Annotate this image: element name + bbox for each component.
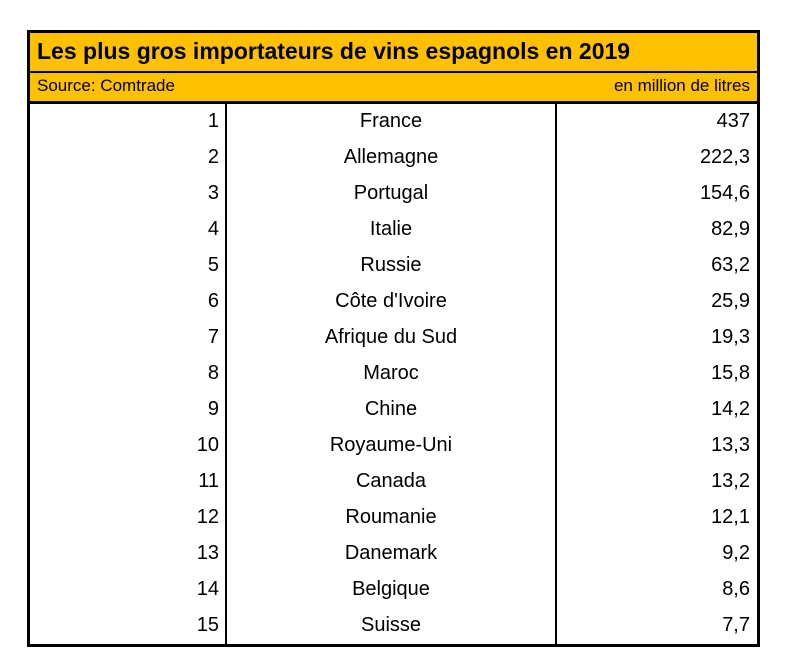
value-cell: 12,1 xyxy=(711,506,750,529)
table-row: 13 Danemark 9,2 xyxy=(30,535,757,572)
table-row: 1 France 437 xyxy=(30,103,757,140)
table-row: 3 Portugal 154,6 xyxy=(30,175,757,212)
rank-cell: 11 xyxy=(30,463,227,500)
rank-cell: 14 xyxy=(30,571,227,608)
rank-cell: 2 xyxy=(30,139,227,176)
value-cell: 25,9 xyxy=(711,290,750,313)
table-row: 9 Chine 14,2 xyxy=(30,391,757,428)
value-cell: 222,3 xyxy=(699,146,750,169)
table-row: 15 Suisse 7,7 xyxy=(30,607,757,644)
value-cell: 63,2 xyxy=(711,254,750,277)
table-row: 12 Roumanie 12,1 xyxy=(30,499,757,536)
value-cell: 19,3 xyxy=(711,326,750,349)
value-cell: 14,2 xyxy=(711,398,750,421)
rank-cell: 12 xyxy=(30,499,227,536)
table-row: 10 Royaume-Uni 13,3 xyxy=(30,427,757,464)
rank-cell: 4 xyxy=(30,211,227,248)
rank-cell: 3 xyxy=(30,175,227,212)
rank-cell: 13 xyxy=(30,535,227,572)
table-row: 14 Belgique 8,6 xyxy=(30,571,757,608)
table-title: Les plus gros importateurs de vins espag… xyxy=(30,33,757,74)
value-cell: 13,3 xyxy=(711,434,750,457)
table-row: 4 Italie 82,9 xyxy=(30,211,757,248)
value-cell: 15,8 xyxy=(711,362,750,385)
unit-label: en million de litres xyxy=(613,76,750,96)
table-subheader: Source: Comtrade en million de litres xyxy=(30,73,757,104)
rank-cell: 5 xyxy=(30,247,227,284)
table-body: 1 France 437 2 Allemagne 222,3 3 Portuga… xyxy=(30,103,757,644)
rank-cell: 15 xyxy=(30,607,227,644)
country-cell: Roumanie xyxy=(227,499,557,536)
country-cell: Côte d'Ivoire xyxy=(227,283,557,320)
country-cell: Canada xyxy=(227,463,557,500)
rank-cell: 8 xyxy=(30,355,227,392)
table-row: 8 Maroc 15,8 xyxy=(30,355,757,392)
table-row: 6 Côte d'Ivoire 25,9 xyxy=(30,283,757,320)
table-row: 11 Canada 13,2 xyxy=(30,463,757,500)
rank-cell: 1 xyxy=(30,103,227,140)
table-row: 7 Afrique du Sud 19,3 xyxy=(30,319,757,356)
country-cell: Afrique du Sud xyxy=(227,319,557,356)
value-cell: 8,6 xyxy=(722,578,750,601)
value-cell: 7,7 xyxy=(722,614,750,637)
rank-cell: 10 xyxy=(30,427,227,464)
rank-cell: 6 xyxy=(30,283,227,320)
value-cell: 82,9 xyxy=(711,218,750,241)
value-cell: 154,6 xyxy=(699,182,750,205)
value-cell: 437 xyxy=(716,110,750,133)
value-cell: 9,2 xyxy=(722,542,750,565)
rank-cell: 9 xyxy=(30,391,227,428)
rank-cell: 7 xyxy=(30,319,227,356)
country-cell: Royaume-Uni xyxy=(227,427,557,464)
country-cell: Russie xyxy=(227,247,557,284)
source-label: Source: Comtrade xyxy=(37,76,175,96)
country-cell: France xyxy=(227,103,557,140)
table-row: 5 Russie 63,2 xyxy=(30,247,757,284)
value-cell: 13,2 xyxy=(711,470,750,493)
country-cell: Danemark xyxy=(227,535,557,572)
importers-table: Les plus gros importateurs de vins espag… xyxy=(27,30,760,647)
country-cell: Maroc xyxy=(227,355,557,392)
country-cell: Italie xyxy=(227,211,557,248)
country-cell: Suisse xyxy=(227,607,557,644)
country-cell: Portugal xyxy=(227,175,557,212)
country-cell: Chine xyxy=(227,391,557,428)
table-row: 2 Allemagne 222,3 xyxy=(30,139,757,176)
country-cell: Belgique xyxy=(227,571,557,608)
country-cell: Allemagne xyxy=(227,139,557,176)
